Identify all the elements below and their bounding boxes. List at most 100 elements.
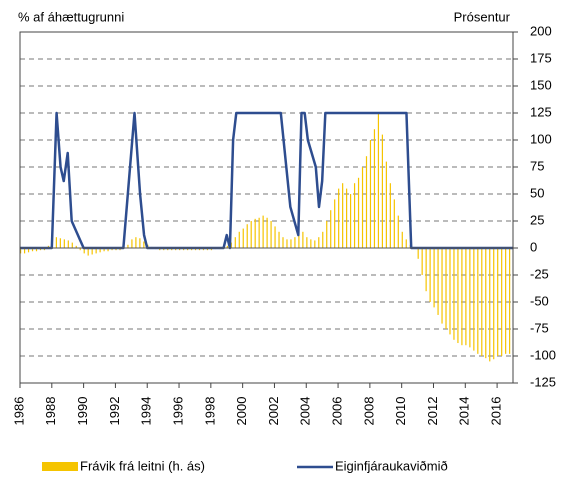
bar — [230, 242, 232, 248]
bar — [266, 217, 268, 248]
bar — [477, 248, 479, 354]
bar — [294, 237, 296, 248]
y-axis-label: % af áhættugrunni — [18, 9, 124, 24]
bar — [417, 248, 419, 259]
bar — [306, 237, 308, 248]
bar — [334, 199, 336, 248]
bar — [421, 248, 423, 275]
bar — [91, 248, 93, 255]
x-tick-label: 1988 — [43, 397, 58, 426]
bar — [103, 248, 105, 252]
bar — [262, 215, 264, 248]
bar — [79, 248, 81, 251]
x-tick-label: 2016 — [489, 397, 504, 426]
bar — [501, 248, 503, 356]
bar — [246, 224, 248, 248]
bar — [481, 248, 483, 356]
bar — [131, 239, 133, 248]
bar — [369, 140, 372, 248]
x-tick-label: 2006 — [330, 397, 345, 426]
bar — [353, 183, 356, 248]
y2-axis-label: Prósentur — [454, 9, 511, 24]
bar — [139, 238, 141, 248]
y2-tick-label: 175 — [530, 50, 552, 65]
bar — [449, 248, 451, 335]
bar — [381, 134, 383, 248]
x-tick-label: 2002 — [266, 397, 281, 426]
x-tick-label: 2000 — [234, 397, 249, 426]
bar — [95, 248, 97, 254]
bar — [342, 183, 344, 248]
bar — [377, 113, 380, 248]
bar — [234, 237, 236, 248]
y2-tick-label: 75 — [530, 158, 544, 173]
bar — [357, 177, 360, 248]
bar — [469, 248, 471, 348]
x-tick-label: 2012 — [425, 397, 440, 426]
bar — [338, 188, 340, 248]
bar — [83, 248, 85, 254]
bar — [278, 231, 280, 248]
bar — [453, 248, 455, 340]
bar — [107, 248, 109, 252]
x-tick-label: 1986 — [11, 397, 26, 426]
bar — [254, 218, 256, 248]
y2-tick-label: -50 — [530, 293, 549, 308]
bar — [302, 231, 304, 248]
bar — [75, 245, 77, 248]
bar — [425, 248, 427, 292]
bar — [59, 238, 61, 248]
x-tick-label: 1990 — [75, 397, 90, 426]
bar — [373, 129, 376, 248]
bar — [433, 248, 435, 308]
bar — [465, 248, 467, 346]
bar — [20, 248, 22, 254]
y2-tick-label: 100 — [530, 131, 552, 146]
bar — [27, 248, 30, 253]
bar — [282, 237, 284, 248]
bar — [349, 194, 352, 248]
y2-tick-label: 125 — [530, 104, 552, 119]
bar — [71, 242, 73, 248]
bar — [322, 231, 324, 248]
bar — [298, 235, 300, 248]
y2-tick-label: -75 — [530, 320, 549, 335]
bar — [405, 239, 407, 248]
bar — [290, 239, 292, 248]
x-tick-label: 1998 — [202, 397, 217, 426]
bar — [23, 248, 26, 254]
bar — [238, 231, 240, 248]
bar — [457, 248, 459, 344]
bar — [393, 199, 395, 248]
y2-tick-label: -100 — [530, 347, 556, 362]
bar — [99, 248, 101, 253]
plot-frame — [19, 31, 514, 384]
bar — [485, 248, 487, 359]
y2-tick-label: 50 — [530, 185, 544, 200]
bar — [461, 248, 463, 346]
y2-tick-label: 25 — [530, 212, 544, 227]
legend-label: Eiginfjáraukaviðmið — [335, 458, 448, 473]
bar — [286, 239, 288, 248]
bar — [385, 161, 387, 248]
bar — [441, 248, 443, 324]
bar — [445, 248, 447, 329]
bar — [318, 237, 320, 248]
bar — [493, 248, 495, 360]
legend-swatch — [42, 462, 78, 471]
bar — [127, 244, 129, 248]
bar — [226, 245, 228, 248]
y2-tick-label: 200 — [530, 23, 552, 38]
bar — [143, 241, 145, 248]
bar — [270, 221, 272, 248]
bar — [63, 239, 65, 248]
bar — [397, 215, 399, 248]
x-tick-label: 1994 — [139, 397, 154, 426]
bar — [509, 248, 511, 354]
bar — [346, 188, 348, 248]
bar — [437, 248, 439, 315]
bar — [242, 228, 244, 248]
bar — [35, 248, 38, 252]
bar — [401, 231, 403, 248]
